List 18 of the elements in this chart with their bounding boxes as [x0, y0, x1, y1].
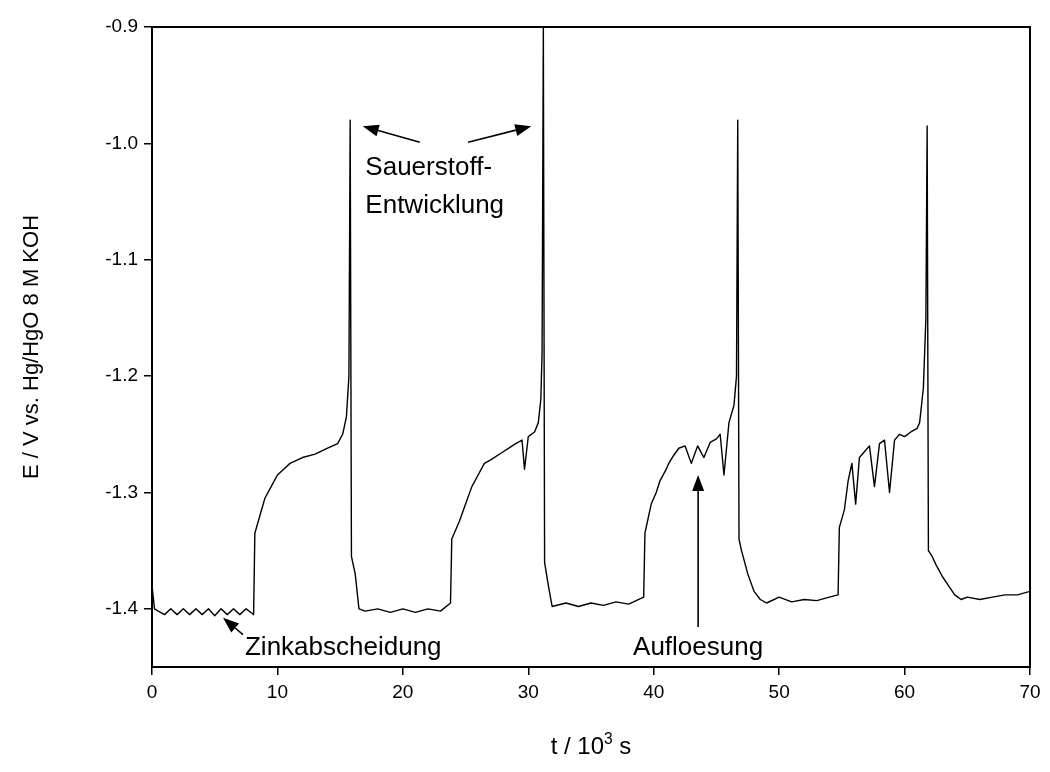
annotation: Zinkabscheidung	[244, 630, 442, 661]
x-tick-label: 50	[768, 680, 790, 702]
x-tick-label: 30	[517, 680, 539, 702]
y-axis-title: E / V vs. Hg/HgO 8 M KOH	[18, 214, 43, 480]
x-tick-label: 70	[1019, 680, 1041, 702]
y-tick-label: -1.2	[105, 364, 138, 386]
y-tick-label: -0.9	[105, 15, 138, 37]
annotation: Sauerstoff- Entwicklung	[365, 150, 505, 219]
y-tick-label: -1.0	[105, 131, 138, 153]
annotation: Aufloesung	[633, 631, 764, 661]
x-tick-label: 60	[894, 680, 916, 702]
x-tick-label: 20	[392, 680, 414, 702]
y-tick-label: -1.1	[105, 247, 138, 269]
x-tick-label: 40	[643, 680, 665, 702]
x-tick-label: 10	[266, 680, 288, 702]
y-tick-label: -1.3	[105, 480, 138, 502]
y-tick-label: -1.4	[105, 597, 139, 619]
x-tick-label: 0	[146, 680, 158, 702]
